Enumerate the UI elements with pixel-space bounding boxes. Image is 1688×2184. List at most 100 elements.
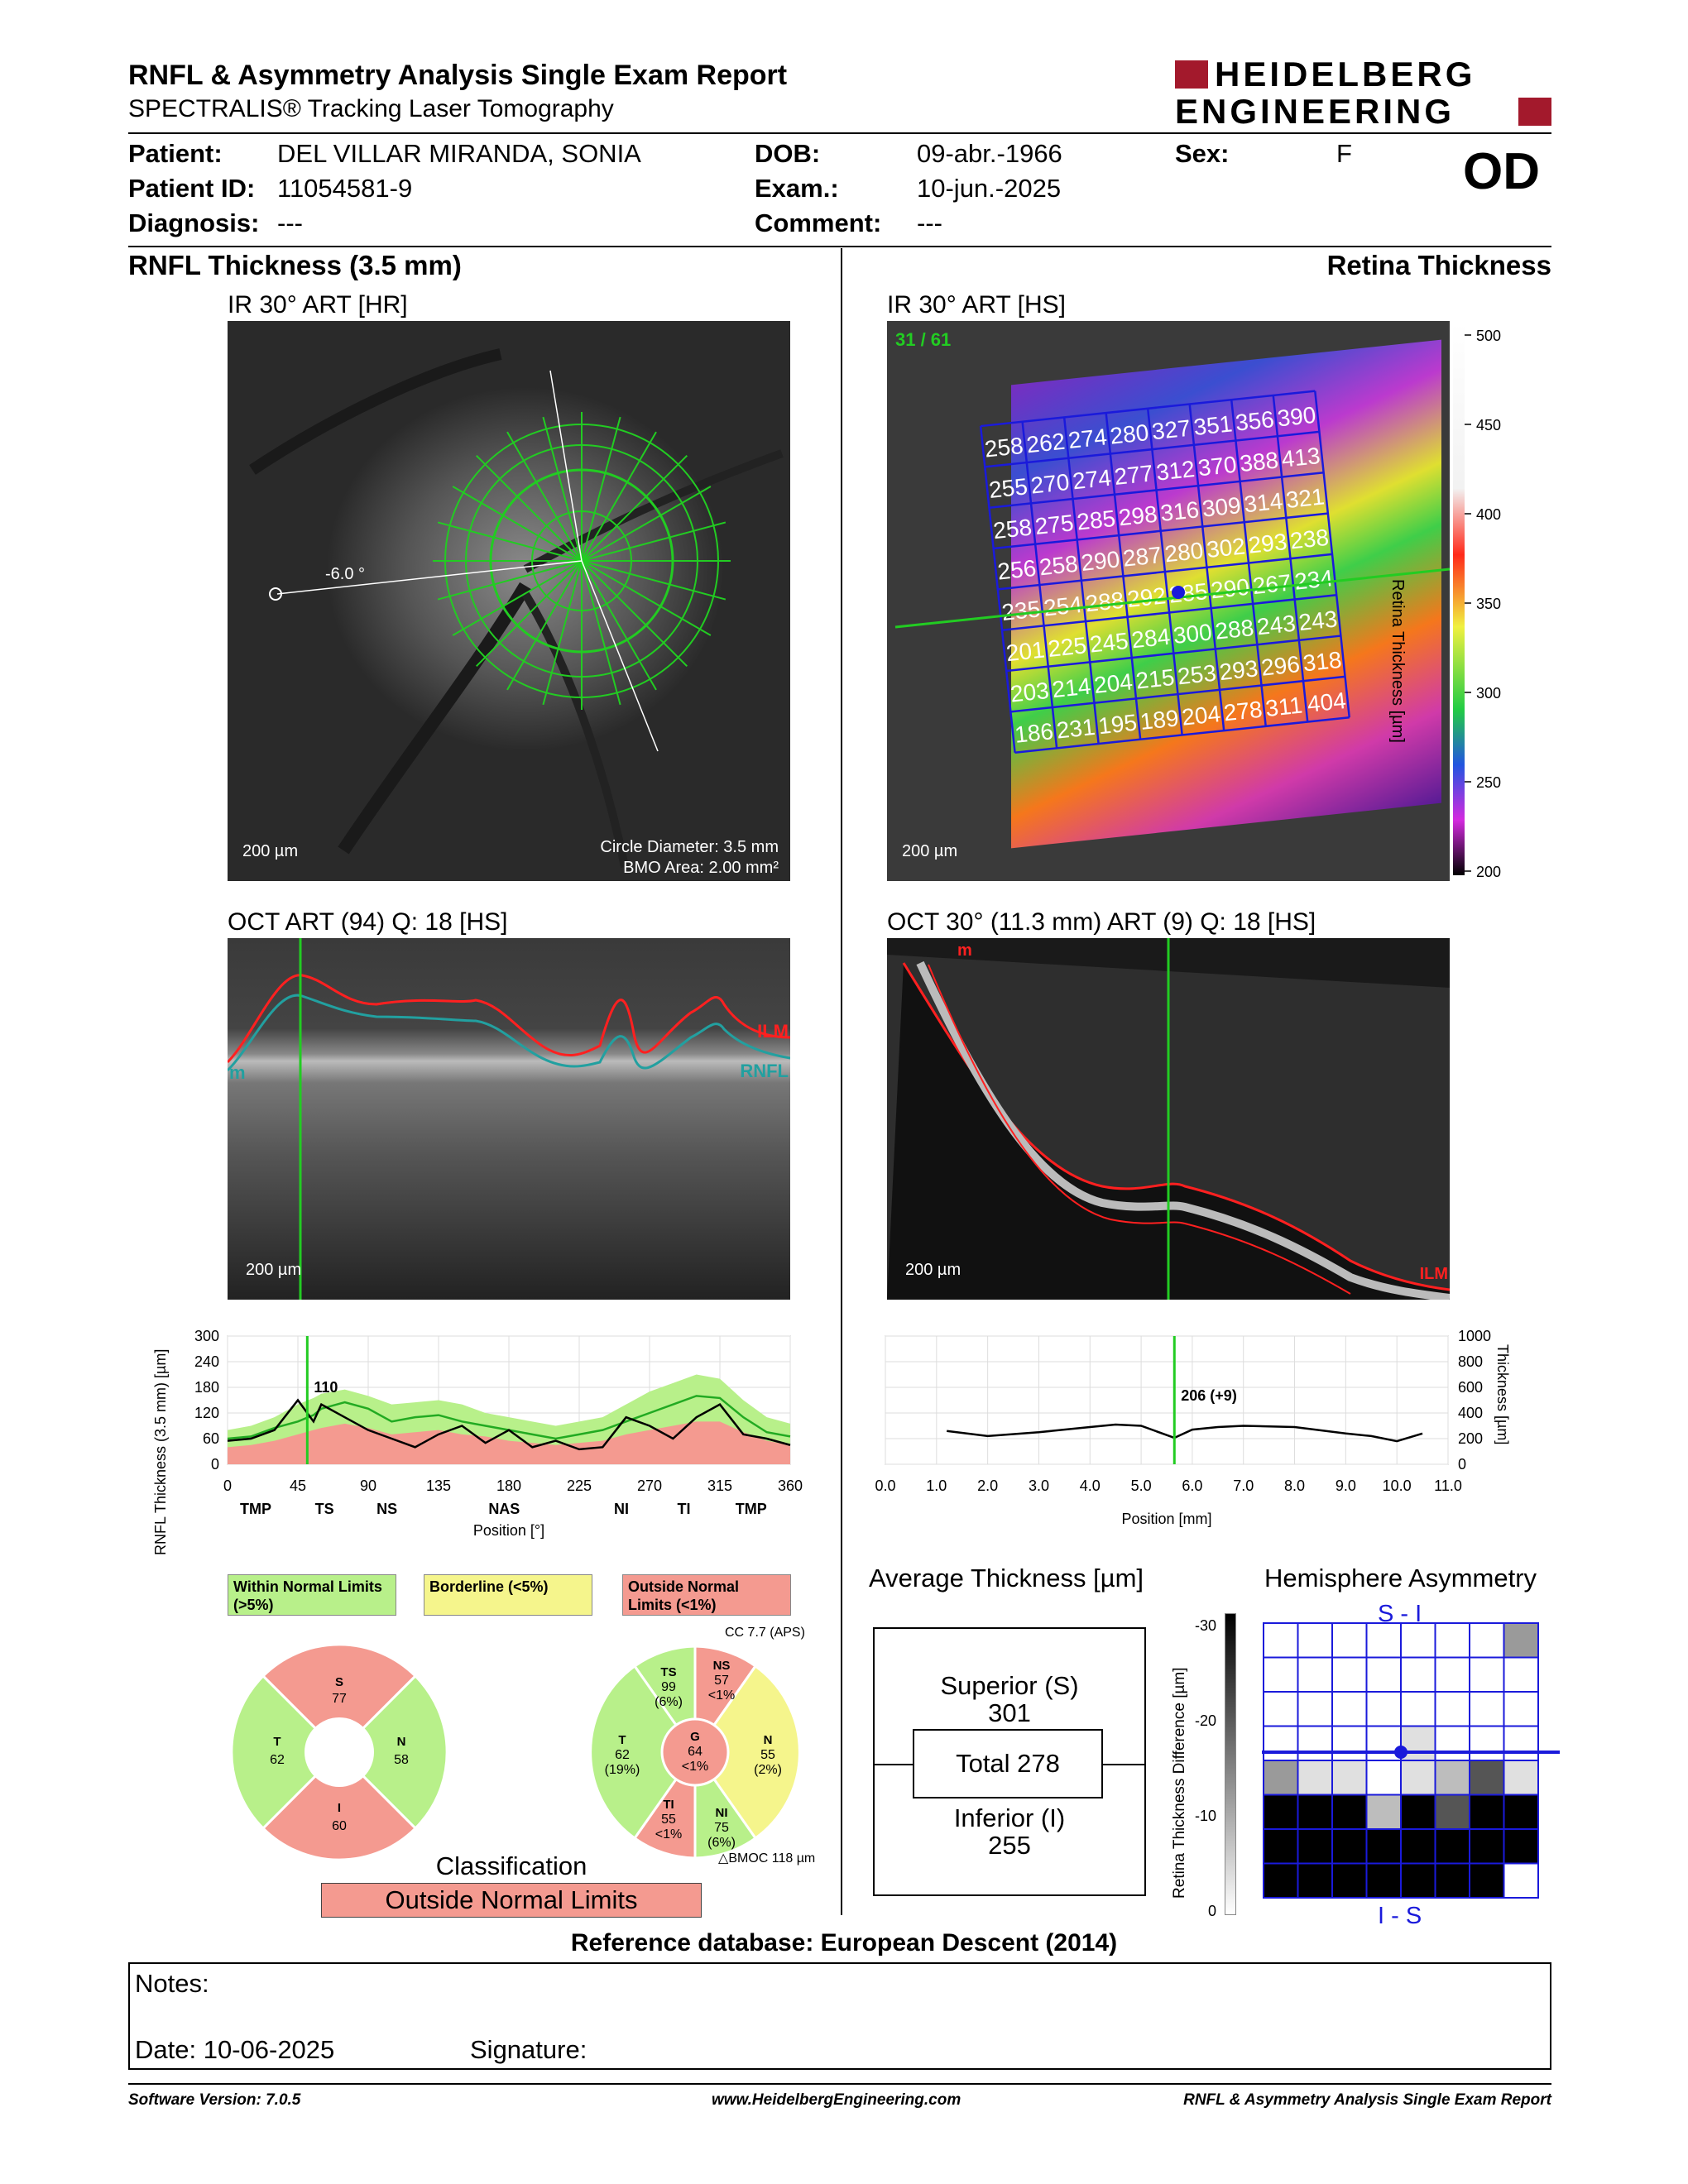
asym-cell (1263, 1794, 1299, 1830)
scan-spoke (581, 455, 688, 562)
asym-cell (1331, 1760, 1368, 1796)
patient-name: DEL VILLAR MIRANDA, SONIA (277, 139, 641, 168)
asym-cell (1469, 1760, 1505, 1796)
asym-cell (1331, 1656, 1368, 1693)
x-tick-label: 3.0 (1029, 1478, 1049, 1494)
retina-grid-value: 278 (1222, 697, 1264, 726)
retina-grid-value: 404 (1306, 687, 1347, 717)
notes-label: Notes: (135, 1969, 209, 1998)
grid-line (1314, 390, 1350, 718)
asym-cell (1469, 1862, 1505, 1899)
diagnosis-value: --- (277, 208, 303, 237)
colorbar-ticks: 500 450 400 350 300 250 200 (1465, 328, 1501, 880)
s6-t-label: T (618, 1733, 626, 1747)
dob-value: 09-abr.-1966 (917, 139, 1062, 168)
y-axis-label: RNFL Thickness (3.5 mm) [µm] (152, 1349, 169, 1555)
asym-tick-label: 0 (1208, 1903, 1216, 1919)
scan-spoke (452, 560, 583, 636)
grid-line (1188, 404, 1225, 731)
bmo-area: BMO Area: 2.00 mm² (623, 859, 779, 877)
asym-tick-label: -10 (1195, 1808, 1216, 1824)
logo-line1: HEIDELBERG (1215, 55, 1476, 93)
asym-cell (1469, 1622, 1505, 1659)
rnfl-profile-chart: 0 60 120 180 240 300 0 45 90 135 180 225 270 315 360 11… (152, 1328, 803, 1555)
retina-grid-value: 256 (996, 555, 1038, 585)
ir-left-overlay (249, 348, 784, 868)
x-tick-label: 5.0 (1131, 1478, 1152, 1494)
s6-ti-label: TI (663, 1798, 674, 1812)
retina-grid-value: 275 (1033, 510, 1075, 539)
s6-ts-label: TS (660, 1665, 676, 1679)
asym-cell (1331, 1725, 1368, 1761)
y-tick-label: 60 (203, 1430, 219, 1447)
asym-cell (1365, 1794, 1402, 1830)
retina-grid-value: 270 (1029, 469, 1071, 499)
retina-grid-value: 258 (983, 433, 1024, 462)
y-tick-label: 1000 (1458, 1328, 1491, 1344)
legend-outside: Outside Normal Limits (<1%) (622, 1574, 791, 1616)
circle-diameter: Circle Diameter: 3.5 mm (600, 838, 779, 856)
angle-label: -6.0 ° (325, 565, 366, 583)
slice-indicator: 31 / 61 (895, 329, 952, 350)
asym-cell (1263, 1725, 1299, 1761)
delta-icon: △ (718, 1851, 729, 1866)
retina-grid-value: 274 (1072, 465, 1113, 495)
asym-cell (1400, 1656, 1436, 1693)
asym-cell (1434, 1691, 1470, 1727)
m-label-left: m (229, 1062, 246, 1083)
grid-line (1230, 400, 1267, 726)
average-title: Average Thickness [µm] (869, 1564, 1144, 1592)
retina-grid-value: 189 (1139, 705, 1180, 735)
asym-cell (1434, 1794, 1470, 1830)
x-tick-label: 180 (496, 1478, 521, 1494)
retina-grid-value: 288 (1214, 615, 1255, 644)
report-title: RNFL & Asymmetry Analysis Single Exam Re… (128, 60, 788, 91)
s4-n-label: N (397, 1735, 406, 1749)
bmoc-value: BMOC 118 µm (728, 1851, 816, 1866)
s6-n-label: N (764, 1733, 773, 1747)
exam-value: 10-jun.-2025 (917, 174, 1062, 203)
scan-spoke (581, 560, 657, 691)
patient-label: Patient: (128, 139, 223, 168)
retina-grid-value: 292 (1126, 582, 1168, 612)
retina-grid-value: 314 (1243, 488, 1284, 518)
region-label: TI (678, 1501, 691, 1517)
retina-thickness-line (947, 1423, 1423, 1443)
y-tick-label: 240 (194, 1353, 219, 1370)
s6-ts-value: 99 (661, 1680, 676, 1694)
retina-grid-value: 225 (1047, 632, 1088, 662)
colorbar-tick-label: 350 (1476, 596, 1501, 612)
asym-fovea-marker (1394, 1746, 1407, 1759)
asym-cell (1297, 1828, 1333, 1865)
footer-url[interactable]: www.HeidelbergEngineering.com (712, 2091, 961, 2109)
retina-grid-value: 293 (1247, 529, 1288, 558)
cursor-value: 206 (+9) (1181, 1387, 1237, 1404)
cursor-value: 110 (314, 1379, 338, 1396)
x-tick-label: 11.0 (1434, 1478, 1462, 1494)
asym-cell (1365, 1622, 1402, 1659)
scan-spoke (437, 560, 583, 601)
retina-grid-value: 258 (1038, 551, 1080, 581)
scan-spoke (506, 431, 583, 562)
bmoc-label: △BMOC 118 µm (718, 1850, 815, 1866)
x-tick-label: 7.0 (1233, 1478, 1254, 1494)
retina-grid-value: 204 (1181, 701, 1222, 730)
retina-grid-value: 280 (1109, 419, 1150, 449)
logo-line2: ENGINEERING (1175, 92, 1455, 131)
s6-g-value: 64 (688, 1745, 703, 1759)
asym-cell (1503, 1862, 1539, 1899)
scan-spoke (581, 560, 621, 706)
retina-grid-value: 255 (988, 473, 1029, 503)
y-tick-label: 0 (211, 1456, 219, 1473)
sector-pie-6: TS 99 (6%) NS 57 <1% N 55 (2%) NI 75 (6%… (589, 1645, 801, 1860)
x-tick-label: 135 (426, 1478, 451, 1494)
ilm-label-left: ILM (757, 1021, 789, 1042)
y-tick-label: 400 (1458, 1405, 1483, 1421)
average-superior-value: 301 (988, 1698, 1031, 1727)
scale-bar-oct-left: 200 µm (246, 1261, 302, 1279)
asym-cell (1503, 1656, 1539, 1693)
ir-right-image: 258 262 274 280 327 351 356 390 255 270 274 277 312 3… (887, 321, 1450, 881)
s4-n-value: 58 (394, 1753, 409, 1767)
asym-cell (1434, 1656, 1470, 1693)
